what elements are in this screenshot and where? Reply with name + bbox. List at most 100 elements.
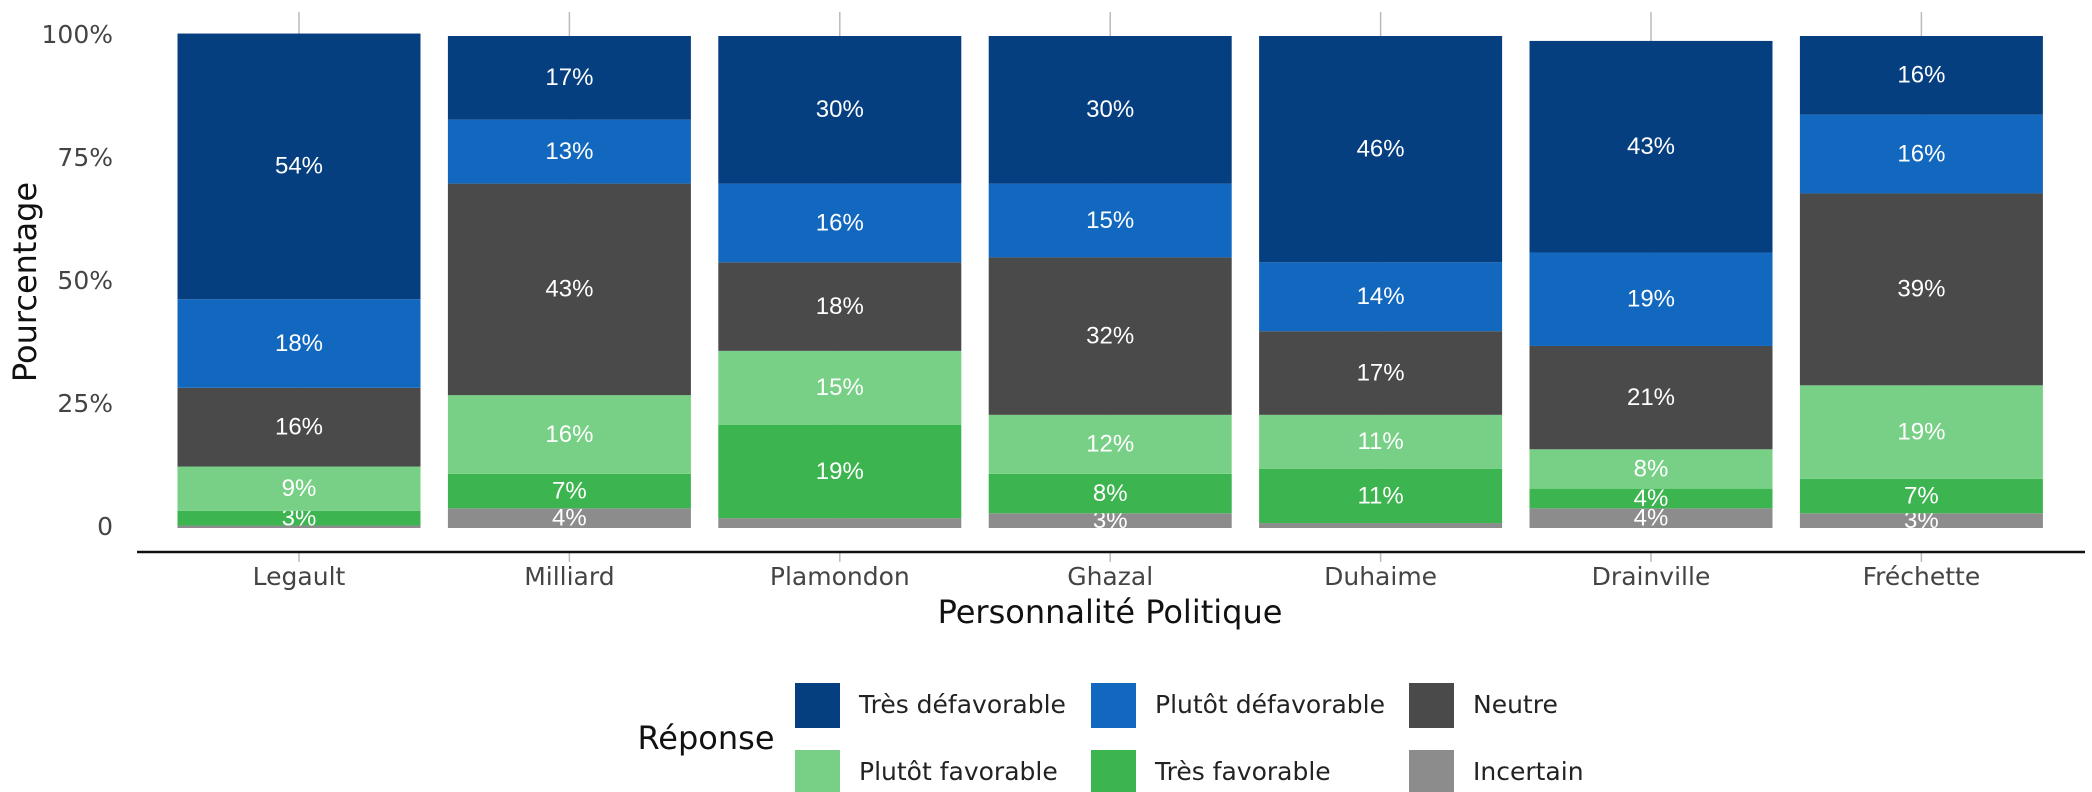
value-label: 19%: [1627, 286, 1675, 313]
legend-swatch: [795, 683, 840, 728]
value-label: 32%: [1086, 322, 1134, 349]
value-label: 11%: [1357, 428, 1403, 455]
value-label: 9%: [282, 475, 317, 502]
bar-segment: [177, 525, 421, 528]
value-label: 7%: [552, 477, 587, 504]
bar-segment: [1529, 40, 1773, 253]
x-axis-title: Personnalité Politique: [938, 593, 1283, 631]
bar-segment: [1259, 468, 1503, 524]
value-label: 15%: [816, 374, 864, 401]
bar-segment: [1259, 523, 1503, 528]
value-label: 12%: [1086, 431, 1134, 458]
bar-segment: [988, 257, 1232, 415]
value-label: 21%: [1627, 384, 1675, 411]
legend-label: Très défavorable: [858, 690, 1066, 719]
value-label: 46%: [1357, 136, 1405, 163]
bar-segment: [177, 510, 421, 526]
bar-segment: [718, 424, 962, 519]
legend-label: Plutôt défavorable: [1155, 690, 1385, 719]
bar-segment: [718, 518, 962, 528]
bar-segment: [718, 183, 962, 263]
legend-label: Plutôt favorable: [859, 757, 1058, 786]
bar-segment: [177, 33, 421, 300]
value-label: 8%: [1093, 480, 1128, 507]
bar-segment: [988, 513, 1232, 528]
y-tick-label: 100%: [42, 20, 113, 49]
legend-label: Neutre: [1473, 690, 1558, 719]
y-tick-label: 50%: [57, 266, 113, 295]
value-label: 43%: [545, 276, 593, 303]
bar-segment: [1529, 488, 1773, 509]
value-label: 13%: [545, 138, 593, 165]
value-label: 7%: [1904, 482, 1939, 509]
y-tick-label: 0: [97, 512, 113, 541]
bar-segment: [1799, 193, 2043, 386]
y-axis-title: Pourcentage: [6, 182, 44, 382]
value-label: 4%: [552, 505, 587, 532]
x-tick-label: Ghazal: [1067, 562, 1153, 591]
bar-segment: [988, 36, 1232, 184]
value-label: 16%: [816, 209, 864, 236]
x-tick-label: Legault: [253, 562, 346, 591]
value-label: 43%: [1627, 133, 1675, 160]
value-label: 16%: [1897, 62, 1945, 89]
bar-segment: [1799, 36, 2043, 115]
bar-segment: [447, 473, 691, 509]
value-label: 30%: [816, 96, 864, 123]
value-label: 18%: [275, 330, 323, 357]
value-label: 30%: [1086, 96, 1134, 123]
bar-segment: [718, 262, 962, 351]
bar-segment: [177, 299, 421, 388]
bar-segment: [988, 183, 1232, 258]
x-tick-label: Milliard: [524, 562, 614, 591]
bar-segment: [447, 395, 691, 474]
value-label: 4%: [1634, 505, 1669, 532]
value-label: 16%: [275, 413, 323, 440]
value-label: 19%: [1897, 418, 1945, 445]
legend-title: Réponse: [637, 719, 774, 757]
legend-swatch: [1091, 683, 1136, 728]
bar-segment: [1259, 36, 1503, 263]
legend-swatch: [795, 750, 840, 792]
bar-segment: [177, 387, 421, 467]
legend-swatch: [1409, 750, 1454, 792]
bar-segment: [1799, 114, 2043, 194]
bar-segment: [1259, 414, 1503, 469]
bar-segment: [718, 350, 962, 425]
value-label: 11%: [1357, 482, 1403, 509]
bar-segment: [1529, 345, 1773, 450]
value-label: 17%: [545, 64, 593, 91]
bar-segment: [988, 473, 1232, 514]
bar-segment: [1259, 331, 1503, 415]
bar-segment: [988, 414, 1232, 474]
y-tick-label: 75%: [57, 143, 113, 172]
value-label: 14%: [1357, 283, 1405, 310]
value-label: 17%: [1357, 359, 1405, 386]
value-label: 18%: [816, 293, 864, 320]
bar-segment: [447, 183, 691, 396]
bar-segment: [1799, 385, 2043, 479]
value-label: 8%: [1634, 455, 1669, 482]
value-label: 19%: [816, 458, 864, 485]
value-label: 16%: [1897, 140, 1945, 167]
bar-segment: [447, 36, 691, 120]
legend-label: Incertain: [1473, 757, 1584, 786]
bar-segment: [1259, 262, 1503, 332]
value-label: 16%: [545, 421, 593, 448]
legend-label: Très favorable: [1154, 757, 1331, 786]
value-label: 15%: [1086, 207, 1134, 234]
x-tick-label: Drainville: [1592, 562, 1711, 591]
bar-segment: [1529, 449, 1773, 489]
y-tick-label: 25%: [57, 389, 113, 418]
legend-swatch: [1091, 750, 1136, 792]
value-label: 54%: [275, 153, 323, 180]
legend-swatch: [1409, 683, 1454, 728]
bar-segment: [718, 36, 962, 184]
bar-segment: [177, 466, 421, 511]
value-label: 4%: [1634, 485, 1669, 512]
bar-segment: [1799, 513, 2043, 528]
x-tick-label: Plamondon: [770, 562, 910, 591]
x-tick-label: Duhaime: [1324, 562, 1437, 591]
x-tick-label: Fréchette: [1863, 562, 1981, 591]
